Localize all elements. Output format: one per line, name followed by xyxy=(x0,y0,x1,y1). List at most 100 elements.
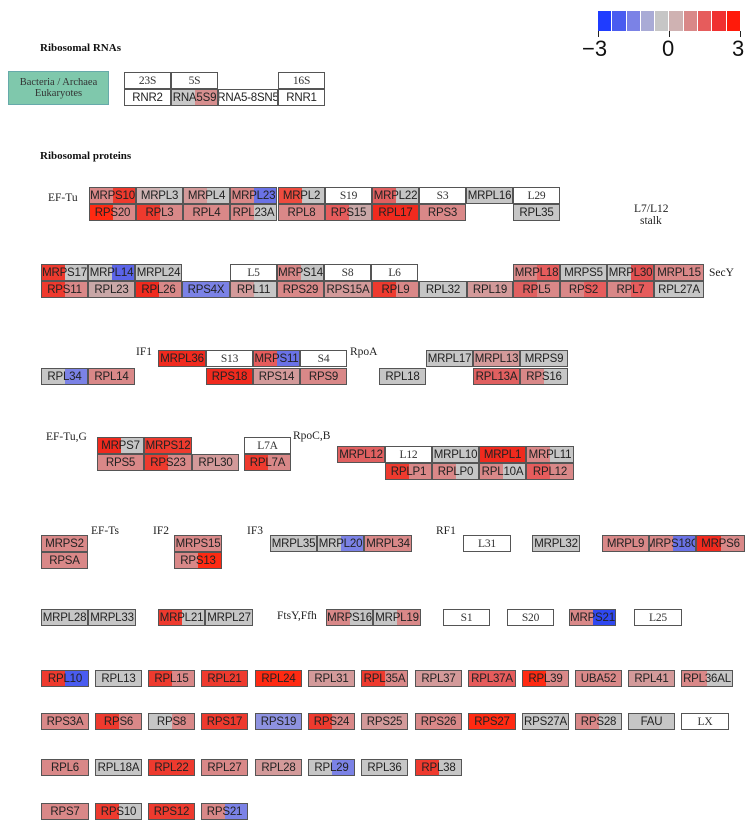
gene-node-mrpl21[interactable]: MRPL21 xyxy=(158,609,205,626)
gene-node-rpl23[interactable]: RPL23 xyxy=(88,281,135,298)
gene-node-l6[interactable]: L6 xyxy=(371,264,418,281)
gene-node-rpl14[interactable]: RPL14 xyxy=(88,368,135,385)
gene-node-rps27a[interactable]: RPS27A xyxy=(522,713,569,730)
gene-node-rps29[interactable]: RPS29 xyxy=(277,281,324,298)
gene-node-rpl37a[interactable]: RPL37A xyxy=(468,670,516,687)
gene-node-rpl36[interactable]: RPL36 xyxy=(361,759,408,776)
gene-node-mrpl22[interactable]: MRPL22 xyxy=(372,187,419,204)
gene-node-rps21[interactable]: RPS21 xyxy=(201,803,248,820)
gene-node-rps2[interactable]: RPS2 xyxy=(560,281,607,298)
gene-node-rps3a[interactable]: RPS3A xyxy=(41,713,89,730)
gene-node-rps7[interactable]: RPS7 xyxy=(41,803,89,820)
gene-node-rpsa[interactable]: RPSA xyxy=(41,552,88,569)
gene-node-rps17[interactable]: RPS17 xyxy=(201,713,248,730)
gene-node-mrpl19[interactable]: MRPL19 xyxy=(373,609,421,626)
gene-node-l7a[interactable]: L7A xyxy=(244,437,291,454)
gene-node-rps13[interactable]: RPS13 xyxy=(174,552,222,569)
gene-node-rps11[interactable]: RPS11 xyxy=(41,281,88,298)
gene-node-rpl4[interactable]: RPL4 xyxy=(183,204,230,221)
gene-node-rplp1[interactable]: RPLP1 xyxy=(385,463,432,480)
gene-node-rpl19[interactable]: RPL19 xyxy=(467,281,513,298)
gene-node-mrpl30[interactable]: MRPL30 xyxy=(607,264,654,281)
gene-node-s4[interactable]: S4 xyxy=(300,350,347,367)
gene-node-rps23[interactable]: RPS23 xyxy=(144,454,192,471)
gene-node-l31[interactable]: L31 xyxy=(463,535,511,552)
gene-node-mrps5[interactable]: MRPS5 xyxy=(560,264,607,281)
gene-node-mrpl32[interactable]: MRPL32 xyxy=(532,535,580,552)
gene-node-mrps7[interactable]: MRPS7 xyxy=(97,437,144,454)
gene-node-mrps11[interactable]: MRPS11 xyxy=(253,350,300,367)
gene-node-rps15a[interactable]: RPS15A xyxy=(324,281,372,298)
gene-node-mrps14[interactable]: MRPS14 xyxy=(277,264,324,281)
gene-node-rnr1[interactable]: RNR1 xyxy=(278,89,325,106)
gene-node-mrpl4[interactable]: MRPL4 xyxy=(183,187,230,204)
gene-node-mrps18c[interactable]: MRPS18C xyxy=(649,535,696,552)
gene-node-l25[interactable]: L25 xyxy=(634,609,682,626)
gene-node-rpl28[interactable]: RPL28 xyxy=(255,759,302,776)
gene-node-mrpl20[interactable]: MRPL20 xyxy=(317,535,364,552)
gene-node-rpl10[interactable]: RPL10 xyxy=(41,670,89,687)
gene-node-rpl7[interactable]: RPL7 xyxy=(607,281,654,298)
gene-node-rpl26[interactable]: RPL26 xyxy=(135,281,182,298)
gene-node-rna5s9[interactable]: RNA5S9 xyxy=(171,89,218,106)
gene-node-mrps12[interactable]: MRPS12 xyxy=(144,437,192,454)
gene-node-rps6[interactable]: RPS6 xyxy=(95,713,142,730)
gene-node-rps26[interactable]: RPS26 xyxy=(415,713,462,730)
gene-node-rps16[interactable]: RPS16 xyxy=(520,368,568,385)
gene-node-mrps16[interactable]: MRPS16 xyxy=(326,609,373,626)
gene-node-mrps9[interactable]: MRPS9 xyxy=(520,350,568,367)
gene-node-rpl23a[interactable]: RPL23A xyxy=(230,204,277,221)
gene-node-l12[interactable]: L12 xyxy=(385,446,432,463)
gene-node-rps9[interactable]: RPS9 xyxy=(300,368,347,385)
gene-node-mrpl3[interactable]: MRPL3 xyxy=(136,187,183,204)
gene-node-rplp0[interactable]: RPLP0 xyxy=(432,463,479,480)
gene-node-rps28[interactable]: RPS28 xyxy=(575,713,622,730)
gene-node-rpl5[interactable]: RPL5 xyxy=(513,281,560,298)
gene-node-rpl27a[interactable]: RPL27A xyxy=(654,281,704,298)
gene-node-rpl31[interactable]: RPL31 xyxy=(308,670,355,687)
gene-node-16s[interactable]: 16S xyxy=(278,72,325,89)
gene-node-rpl17[interactable]: RPL17 xyxy=(372,204,419,221)
gene-node-rpl27[interactable]: RPL27 xyxy=(201,759,248,776)
gene-node-mrpl28[interactable]: MRPL28 xyxy=(41,609,88,626)
gene-node-rpl41[interactable]: RPL41 xyxy=(628,670,675,687)
gene-node-rpl3[interactable]: RPL3 xyxy=(136,204,183,221)
gene-node-5s[interactable]: 5S xyxy=(171,72,218,89)
gene-node-lx[interactable]: LX xyxy=(681,713,729,730)
gene-node-rpl12[interactable]: RPL12 xyxy=(526,463,574,480)
gene-node-rps18[interactable]: RPS18 xyxy=(206,368,253,385)
gene-node-mrpl27[interactable]: MRPL27 xyxy=(205,609,253,626)
gene-node-23s[interactable]: 23S xyxy=(124,72,171,89)
gene-node-mrpl15[interactable]: MRPL15 xyxy=(654,264,704,281)
gene-node-rpl24[interactable]: RPL24 xyxy=(255,670,302,687)
gene-node-rpl21[interactable]: RPL21 xyxy=(201,670,248,687)
gene-node-l29[interactable]: L29 xyxy=(513,187,560,204)
gene-node-rpl32[interactable]: RPL32 xyxy=(419,281,467,298)
gene-node-rps4x[interactable]: RPS4X xyxy=(182,281,230,298)
gene-node-uba52[interactable]: UBA52 xyxy=(575,670,622,687)
gene-node-s20[interactable]: S20 xyxy=(507,609,554,626)
gene-node-rps15[interactable]: RPS15 xyxy=(325,204,372,221)
gene-node-mrpl9[interactable]: MRPL9 xyxy=(602,535,649,552)
gene-node-rps3[interactable]: RPS3 xyxy=(419,204,466,221)
gene-node-rpl39[interactable]: RPL39 xyxy=(522,670,569,687)
gene-node-mrps15[interactable]: MRPS15 xyxy=(174,535,222,552)
gene-node-mrps2[interactable]: MRPS2 xyxy=(41,535,88,552)
gene-node-rpl35a[interactable]: RPL35A xyxy=(361,670,408,687)
gene-node-rps12[interactable]: RPS12 xyxy=(148,803,195,820)
gene-node-rps27[interactable]: RPS27 xyxy=(468,713,516,730)
gene-node-s19[interactable]: S19 xyxy=(325,187,372,204)
gene-node-rps8[interactable]: RPS8 xyxy=(148,713,195,730)
gene-node-rpl35[interactable]: RPL35 xyxy=(513,204,560,221)
gene-node-rps14[interactable]: RPS14 xyxy=(253,368,300,385)
gene-node-s13[interactable]: S13 xyxy=(206,350,253,367)
gene-node-mrpl11[interactable]: MRPL11 xyxy=(526,446,574,463)
gene-node-rpl22[interactable]: RPL22 xyxy=(148,759,195,776)
gene-node-rpl18a[interactable]: RPL18A xyxy=(95,759,142,776)
gene-node-mrpl36[interactable]: MRPL36 xyxy=(158,350,206,367)
gene-node-rpl10a[interactable]: RPL10A xyxy=(479,463,526,480)
gene-node-mrpl12[interactable]: MRPL12 xyxy=(337,446,385,463)
gene-node-rpl13[interactable]: RPL13 xyxy=(95,670,142,687)
gene-node-rps24[interactable]: RPS24 xyxy=(308,713,355,730)
gene-node-rpl36al[interactable]: RPL36AL xyxy=(681,670,733,687)
